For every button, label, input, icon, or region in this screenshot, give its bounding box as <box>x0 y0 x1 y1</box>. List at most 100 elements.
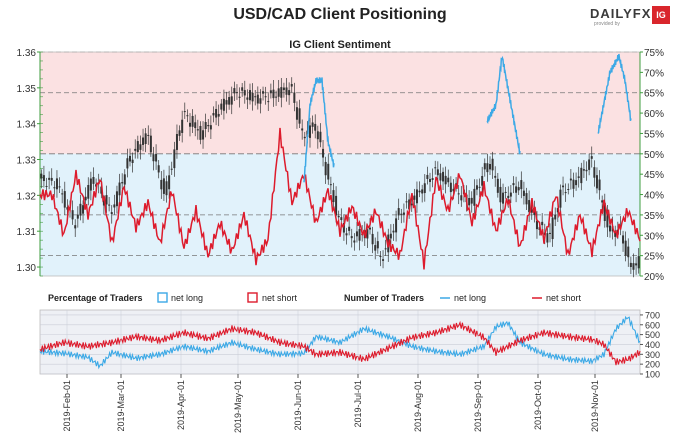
candle-body <box>494 175 497 178</box>
candle-body <box>108 204 111 206</box>
candle-body <box>515 186 518 193</box>
candle-body <box>79 203 82 216</box>
candle-body <box>567 189 570 191</box>
candle-body <box>588 159 591 170</box>
candle-body <box>155 153 158 162</box>
pct-tick-label: 45% <box>644 170 664 181</box>
candle-body <box>207 125 210 127</box>
candle-body <box>447 177 450 183</box>
candle-body <box>58 186 61 188</box>
candle-body <box>298 108 301 124</box>
candle-body <box>202 130 205 140</box>
candle-body <box>413 195 416 200</box>
pct-tick-label: 60% <box>644 109 664 120</box>
candle-body <box>50 177 53 181</box>
price-tick-label: 1.35 <box>17 84 37 95</box>
candle-body <box>483 163 486 170</box>
candle-body <box>457 193 460 195</box>
pct-tick-label: 50% <box>644 150 664 161</box>
candle-body <box>71 210 74 220</box>
candle-body <box>295 107 298 120</box>
candle-body <box>619 225 622 227</box>
candle-body <box>389 233 392 239</box>
candle-body <box>410 203 413 206</box>
candle-body <box>345 233 348 236</box>
candle-body <box>136 141 139 152</box>
candle-body <box>243 90 246 96</box>
candle-body <box>82 205 85 214</box>
candle-body <box>123 174 126 185</box>
candle-body <box>546 233 549 243</box>
candle-body <box>609 225 611 232</box>
candle-body <box>593 167 596 178</box>
candle-body <box>74 225 77 229</box>
candle-body <box>504 191 507 193</box>
count-tick-label: 300 <box>645 350 660 360</box>
ig-badge: IG <box>652 6 670 24</box>
price-tick-label: 1.32 <box>17 191 37 202</box>
candle-body <box>348 226 351 231</box>
candle-body <box>322 148 325 158</box>
candle-body <box>230 96 233 105</box>
candle-body <box>100 186 103 194</box>
candle-body <box>76 214 79 219</box>
candle-body <box>517 187 520 191</box>
net-long-count-line <box>39 315 641 370</box>
net-short-count-line <box>39 320 641 366</box>
candle-body <box>499 186 502 203</box>
candle-body <box>595 175 598 189</box>
candle-body <box>194 122 197 129</box>
candle-body <box>178 130 181 136</box>
date-tick-label: 2019-Apr-01 <box>176 380 186 430</box>
candle-body <box>369 227 371 230</box>
candle-body <box>382 259 385 261</box>
candle-body <box>397 208 400 216</box>
candle-body <box>577 176 580 178</box>
candle-body <box>199 125 202 140</box>
pct-tick-label: 70% <box>644 68 664 79</box>
candle-body <box>582 169 585 171</box>
logo-text: DAILYFX <box>590 6 652 21</box>
candle-body <box>489 164 491 170</box>
candle-body <box>554 214 557 220</box>
candle-body <box>53 187 56 189</box>
candle-body <box>530 209 533 213</box>
candle-body <box>285 87 288 95</box>
candle-body <box>238 96 241 98</box>
pct-tick-label: 35% <box>644 211 664 222</box>
candle-body <box>400 213 403 215</box>
price-tick-label: 1.34 <box>17 120 37 131</box>
candle-body <box>126 158 129 169</box>
date-tick-label: 2019-Sep-01 <box>473 380 483 432</box>
candle-body <box>241 87 244 91</box>
candle-body <box>444 175 447 185</box>
candle-body <box>337 216 340 218</box>
candle-body <box>629 262 632 268</box>
candle-body <box>309 125 311 138</box>
candle-body <box>170 168 173 170</box>
candle-body <box>316 131 319 140</box>
candle-body <box>290 84 293 87</box>
candle-body <box>235 92 238 94</box>
net-long-pct-line <box>303 76 335 183</box>
count-tick-label: 500 <box>645 330 660 340</box>
candle-body <box>66 207 69 210</box>
candle-body <box>149 135 152 153</box>
candle-body <box>624 240 627 256</box>
upper-zone <box>40 52 640 154</box>
candle-body <box>436 169 439 176</box>
candle-body <box>434 167 437 169</box>
candle-body <box>384 248 387 250</box>
count-tick-label: 400 <box>645 340 660 350</box>
candle-body <box>590 156 593 159</box>
pct-tick-label: 40% <box>644 191 664 202</box>
candle-body <box>246 97 249 100</box>
date-tick-label: 2019-Mar-01 <box>116 380 126 432</box>
date-tick-label: 2019-Jun-01 <box>293 380 303 431</box>
candle-body <box>233 88 236 94</box>
candle-body <box>342 223 345 233</box>
price-tick-label: 1.31 <box>17 227 37 238</box>
candle-body <box>175 134 178 150</box>
candle-body <box>189 122 191 127</box>
